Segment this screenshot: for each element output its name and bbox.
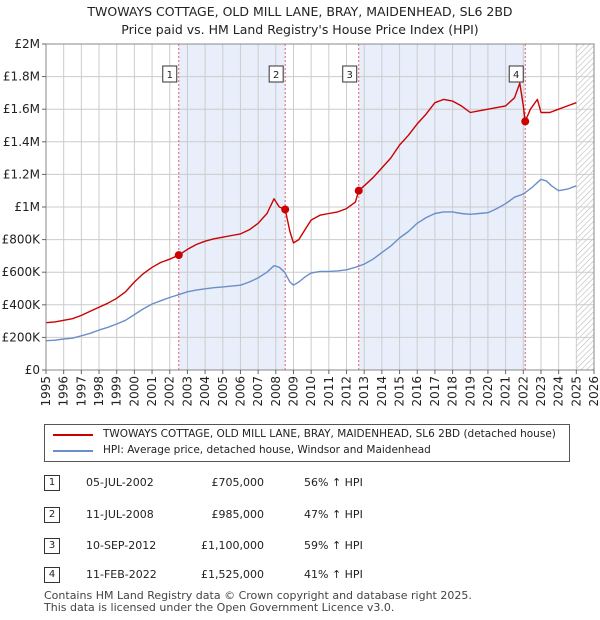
x-tick-label: 2002	[163, 376, 177, 407]
y-tick-label: £2M	[14, 37, 40, 51]
legend-swatch-hpi	[53, 450, 93, 452]
y-tick-label: £600K	[2, 265, 42, 279]
x-tick-label: 2021	[499, 376, 513, 407]
table-row: 2 11-JUL-2008 £985,000 47% ↑ HPI	[44, 507, 564, 523]
transaction-date: 05-JUL-2002	[86, 476, 154, 489]
transaction-point	[174, 251, 183, 260]
x-tick-label: 2018	[446, 376, 460, 407]
x-tick-label: 2022	[516, 376, 530, 407]
transaction-hpi-change: 59% ↑ HPI	[304, 539, 363, 552]
x-tick-label: 2004	[198, 376, 212, 407]
y-tick-label: £0	[25, 363, 40, 377]
x-tick-label: 1998	[92, 376, 106, 407]
x-tick-label: 2005	[216, 376, 230, 407]
y-tick-label: £1.6M	[3, 102, 40, 116]
y-tick-label: £1.8M	[3, 70, 40, 84]
transaction-date: 10-SEP-2012	[86, 539, 157, 552]
chart-subtitle: Price paid vs. HM Land Registry's House …	[121, 22, 479, 37]
x-tick-label: 2016	[410, 376, 424, 407]
x-tick-label: 2011	[322, 376, 336, 407]
transaction-label: 4	[513, 70, 519, 81]
x-tick-label: 2013	[357, 376, 371, 407]
transaction-label: 2	[273, 70, 279, 81]
x-tick-label: 2017	[428, 376, 442, 407]
x-tick-label: 2010	[304, 376, 318, 407]
x-tick-label: 2007	[251, 376, 265, 407]
table-row: 4 11-FEB-2022 £1,525,000 41% ↑ HPI	[44, 567, 564, 583]
x-tick-label: 2014	[375, 376, 389, 407]
x-tick-label: 1996	[57, 376, 71, 407]
transaction-number-badge: 2	[44, 507, 60, 523]
transaction-label-box	[342, 65, 358, 83]
footer: Contains HM Land Registry data © Crown c…	[44, 590, 472, 614]
x-tick-label: 2024	[552, 376, 566, 407]
table-row: 1 05-JUL-2002 £705,000 56% ↑ HPI	[44, 475, 564, 491]
table-row: 3 10-SEP-2012 £1,100,000 59% ↑ HPI	[44, 538, 564, 554]
y-tick-label: £1.2M	[3, 167, 40, 181]
transaction-date: 11-JUL-2008	[86, 508, 154, 521]
y-tick-label: £1.4M	[3, 135, 40, 149]
y-tick-label: £1M	[14, 200, 40, 214]
transaction-number-badge: 1	[44, 475, 60, 491]
transaction-hpi-change: 47% ↑ HPI	[304, 508, 363, 521]
transaction-price: £985,000	[211, 508, 265, 521]
transaction-price: £1,100,000	[201, 539, 264, 552]
transaction-hpi-change: 56% ↑ HPI	[304, 476, 363, 489]
transaction-label: 1	[167, 70, 173, 81]
x-tick-label: 2012	[340, 376, 354, 407]
x-tick-label: 2009	[286, 376, 300, 407]
transaction-number-badge: 3	[44, 538, 60, 554]
price-chart: 1 2 3 4 £0 £200K £400K £600K £800K £1M £1.2M £1.4M…	[2, 37, 600, 407]
legend-label-hpi: HPI: Average price, detached house, Wind…	[103, 444, 431, 456]
x-tick-label: 1997	[74, 376, 88, 407]
hpi-line	[45, 178, 577, 342]
x-tick-label: 2019	[463, 376, 477, 407]
y-tick-label: £400K	[2, 298, 42, 312]
transaction-number-badge: 4	[44, 567, 60, 583]
transaction-price: £1,525,000	[201, 568, 264, 581]
legend-swatch-property	[53, 434, 93, 436]
x-tick-label: 2003	[180, 376, 194, 407]
footer-licence: This data is licensed under the Open Gov…	[44, 601, 395, 614]
x-tick-label: 2023	[534, 376, 548, 407]
transaction-hpi-change: 41% ↑ HPI	[304, 568, 363, 581]
transaction-label-box	[162, 65, 178, 83]
property-price-line	[45, 82, 577, 324]
transaction-label-box	[508, 65, 524, 83]
legend-label-property: TWOWAYS COTTAGE, OLD MILL LANE, BRAY, MA…	[103, 428, 556, 440]
x-tick-label: 1999	[110, 376, 124, 407]
x-tick-label: 2006	[233, 376, 247, 407]
legend: TWOWAYS COTTAGE, OLD MILL LANE, BRAY, MA…	[44, 424, 570, 462]
transaction-point	[281, 205, 290, 214]
x-tick-label: 2000	[127, 376, 141, 407]
transaction-point	[354, 186, 363, 195]
x-tick-label: 2020	[481, 376, 495, 407]
chart-title: TWOWAYS COTTAGE, OLD MILL LANE, BRAY, MA…	[87, 4, 513, 19]
x-tick-label: 2015	[393, 376, 407, 407]
transaction-label: 3	[347, 70, 353, 81]
x-tick-label: 2001	[145, 376, 159, 407]
transaction-price: £705,000	[211, 476, 265, 489]
y-tick-label: £200K	[2, 330, 42, 344]
x-tick-label: 2026	[587, 376, 600, 407]
x-tick-label: 2025	[569, 376, 583, 407]
transaction-point	[521, 117, 530, 126]
transaction-date: 11-FEB-2022	[86, 568, 157, 581]
y-tick-label: £800K	[2, 233, 42, 247]
x-tick-label: 1995	[39, 376, 53, 407]
footer-copyright: Contains HM Land Registry data © Crown c…	[44, 589, 472, 602]
x-tick-label: 2008	[269, 376, 283, 407]
transaction-label-box	[268, 65, 284, 83]
